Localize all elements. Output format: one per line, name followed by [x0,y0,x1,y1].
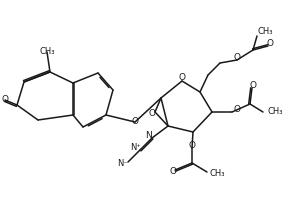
Text: O: O [170,167,177,176]
Text: CH₃: CH₃ [267,108,282,116]
Text: CH₃: CH₃ [210,169,225,177]
Text: O: O [267,40,274,49]
Text: O: O [233,105,240,114]
Text: O: O [149,109,156,118]
Text: O: O [188,142,196,151]
Text: O: O [131,118,138,126]
Text: CH₃: CH₃ [257,28,272,37]
Text: O: O [178,73,185,82]
Text: O: O [234,53,241,62]
Text: N⁻: N⁻ [117,159,128,167]
Text: N: N [145,132,152,141]
Text: CH₃: CH₃ [39,48,55,57]
Text: N⁺: N⁺ [130,143,141,153]
Text: O: O [249,81,257,90]
Text: O: O [2,95,9,104]
